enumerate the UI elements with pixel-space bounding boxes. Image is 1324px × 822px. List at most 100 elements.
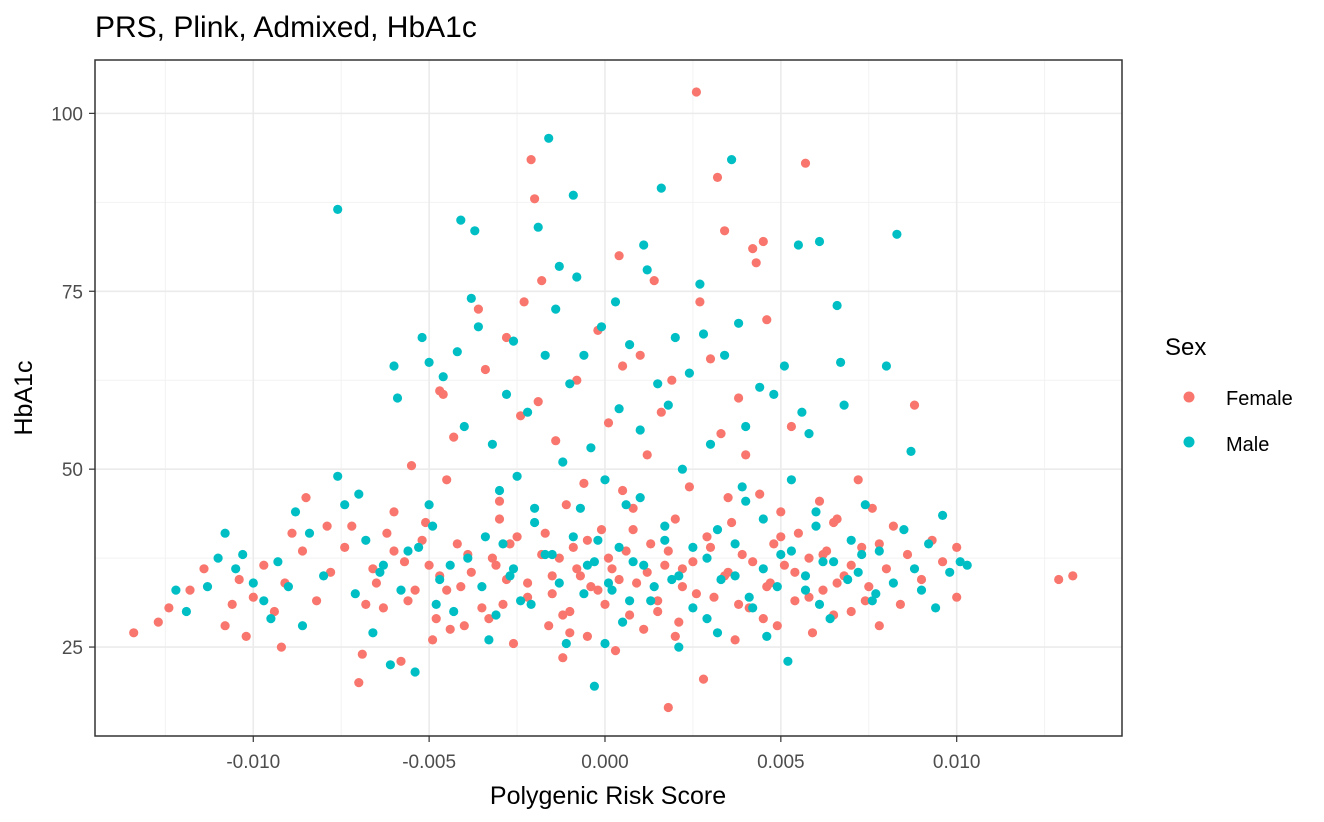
data-point-male <box>487 439 497 449</box>
data-point-male <box>621 500 631 510</box>
data-point-male <box>853 567 863 577</box>
data-point-female <box>790 567 800 577</box>
data-point-female <box>558 610 568 620</box>
data-point-male <box>333 204 343 214</box>
data-point-male <box>589 557 600 567</box>
data-point-male <box>698 329 709 339</box>
data-point-male <box>814 599 825 610</box>
data-point-male <box>818 557 828 567</box>
data-point-female <box>259 560 269 570</box>
data-point-male <box>508 336 519 346</box>
data-point-female <box>473 304 483 314</box>
data-point-male <box>688 603 698 613</box>
data-point-female <box>603 553 614 563</box>
data-point-female <box>614 574 624 585</box>
data-point-male <box>368 628 378 638</box>
data-point-male <box>392 393 403 403</box>
data-point-male <box>473 322 483 332</box>
data-point-female <box>688 557 698 567</box>
data-point-male <box>484 635 494 645</box>
data-point-male <box>660 535 670 545</box>
data-point-male <box>955 557 965 567</box>
data-point-female <box>399 557 410 567</box>
y-tick-label: 100 <box>51 104 83 125</box>
data-point-female <box>727 517 737 528</box>
data-point-female <box>347 521 357 531</box>
legend-female-label: Female <box>1226 388 1293 410</box>
data-point-female <box>712 172 723 182</box>
data-point-female <box>881 564 892 574</box>
data-point-female <box>449 432 459 442</box>
data-point-male <box>635 425 645 435</box>
data-point-female <box>614 251 624 261</box>
data-point-female <box>421 517 431 528</box>
data-point-female <box>600 599 610 610</box>
data-point-male <box>350 589 360 599</box>
data-point-male <box>354 489 364 499</box>
data-point-female <box>540 528 550 538</box>
data-point-female <box>368 564 378 574</box>
x-axis-ticks: -0.010 -0.005 0.000 0.005 0.010 <box>226 736 980 773</box>
data-point-male <box>860 500 870 510</box>
data-point-male <box>667 574 677 585</box>
data-point-female <box>779 560 790 570</box>
data-point-male <box>783 656 793 666</box>
data-point-male <box>702 614 712 624</box>
data-point-male <box>663 400 673 410</box>
data-point-female <box>530 194 540 204</box>
data-point-female <box>705 542 716 553</box>
data-point-male <box>800 571 811 581</box>
data-point-female <box>853 475 863 485</box>
data-point-female <box>565 628 575 638</box>
data-point-male <box>839 400 849 410</box>
data-point-female <box>702 532 712 542</box>
data-point-female <box>895 599 906 610</box>
data-point-female <box>832 578 842 588</box>
data-point-female <box>340 542 350 553</box>
data-point-male <box>435 574 445 585</box>
data-point-male <box>238 549 248 560</box>
data-point-female <box>558 653 568 663</box>
data-point-male <box>526 599 536 610</box>
data-point-female <box>498 599 508 610</box>
data-point-female <box>326 567 336 577</box>
data-point-female <box>758 614 768 624</box>
data-point-male <box>829 557 839 567</box>
legend-entry-male: Male <box>1183 434 1269 456</box>
data-point-female <box>508 638 519 649</box>
data-point-male <box>424 500 434 510</box>
data-point-female <box>698 674 709 684</box>
data-point-male <box>586 443 596 453</box>
data-point-male <box>843 574 853 585</box>
data-point-female <box>575 571 586 581</box>
data-point-female <box>220 621 230 631</box>
data-point-male <box>804 429 814 439</box>
data-point-female <box>807 628 818 638</box>
data-point-female <box>874 621 884 631</box>
data-point-male <box>540 549 550 560</box>
data-point-female <box>829 517 839 528</box>
data-point-male <box>530 503 540 513</box>
data-point-male <box>755 382 765 392</box>
data-point-female <box>864 582 874 592</box>
data-point-female <box>491 560 501 570</box>
data-point-male <box>501 389 512 399</box>
data-point-female <box>378 603 388 613</box>
data-point-male <box>741 421 751 432</box>
data-point-male <box>881 361 892 371</box>
data-point-male <box>385 660 395 670</box>
data-point-male <box>857 549 867 560</box>
data-point-male <box>772 582 782 592</box>
data-point-female <box>776 507 786 517</box>
data-point-male <box>832 300 842 311</box>
data-point-male <box>797 407 807 417</box>
data-point-male <box>466 293 476 303</box>
data-point-female <box>621 546 631 556</box>
data-point-female <box>582 631 593 642</box>
x-axis-title: Polygenic Risk Score <box>490 782 726 810</box>
data-point-male <box>340 500 350 510</box>
data-point-female <box>1068 571 1078 581</box>
data-point-male <box>814 236 825 247</box>
data-point-female <box>691 87 702 97</box>
data-point-female <box>466 567 476 577</box>
